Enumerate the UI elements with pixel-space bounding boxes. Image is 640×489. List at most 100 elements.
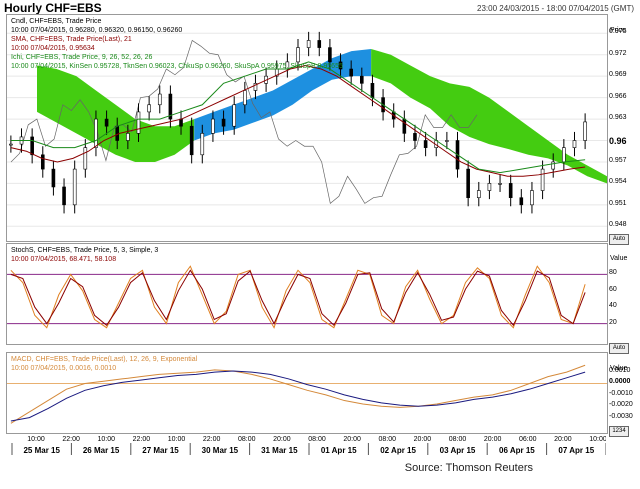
candle-body (94, 118, 98, 148)
price-axis: 0.975 0.972 0.969 0.966 0.963 0.96 0.957 0.954 0… (606, 14, 640, 240)
candle-body (115, 125, 120, 141)
hour-tick-label: 20:00 (484, 436, 502, 443)
price-tick-label: 0.957 (609, 156, 627, 164)
candle-body (189, 125, 194, 156)
candle-body (147, 104, 151, 113)
macd-axis-title: Value (610, 365, 628, 372)
price-tick-label: 0.975 (609, 28, 627, 36)
macd-signal-line (10, 370, 586, 422)
source-note: Source: Thomson Reuters (404, 462, 533, 474)
macd-scale-button[interactable]: 1234 (609, 426, 629, 437)
price-plot (7, 31, 607, 227)
price-tick-label: 0.954 (609, 178, 627, 186)
candle-body (445, 140, 449, 142)
candle-body (221, 118, 226, 127)
candle-body (253, 83, 258, 91)
stoch-legend: StochS, CHF=EBS, Trade Price, 5, 3, Simp… (11, 246, 158, 264)
legend-line: StochS, CHF=EBS, Trade Price, 5, 3, Simp… (11, 247, 159, 254)
day-tick-label: 27 Mar 15 (142, 446, 179, 455)
stoch-d-line (10, 269, 586, 327)
candle-body (360, 75, 364, 84)
kijun-sen-line (10, 61, 586, 174)
price-auto-button[interactable]: Auto (609, 234, 629, 245)
candle-body (51, 168, 56, 188)
hour-tick-label: 20:00 (343, 436, 361, 443)
hour-tick-label: 08:00 (378, 436, 396, 443)
day-tick-label: 01 Apr 15 (321, 446, 357, 455)
hour-tick-label: 06:00 (519, 436, 537, 443)
legend-line: SMA, CHF=EBS, Trade Price(Last), 21 (11, 36, 132, 43)
stoch-tick-label: 40 (609, 302, 617, 310)
macd-plot (7, 364, 607, 424)
candle-body (157, 93, 162, 106)
candle-body (306, 40, 311, 48)
candle-body (317, 40, 322, 48)
candle-body (136, 111, 141, 134)
candle-body (168, 93, 173, 120)
candle-body (211, 118, 215, 134)
candle-body (370, 83, 375, 98)
candle-body (243, 90, 247, 106)
legend-line: 10:00 07/04/2015, 68.471, 58.108 (11, 256, 117, 263)
legend-line: 10:00 07/04/2015, KinSen 0.95728, TknSen… (11, 63, 343, 70)
stoch-panel[interactable]: StochS, CHF=EBS, Trade Price, 5, 3, Simp… (6, 243, 608, 345)
candle-body (402, 118, 407, 134)
candle-body (296, 47, 300, 63)
candle-body (519, 197, 524, 206)
hour-tick-label: 22:00 (133, 436, 151, 443)
candle-body (83, 147, 88, 170)
date-range: 23:00 24/03/2015 - 18:00 07/04/2015 (GMT… (477, 4, 634, 13)
candle-body (126, 133, 130, 141)
macd-tick-label: -0.0030 (609, 412, 633, 420)
candle-body (476, 190, 481, 198)
candle-body (40, 154, 45, 170)
candle-body (487, 183, 492, 191)
hour-tick-label: 20:00 (414, 436, 432, 443)
stoch-k-line (10, 265, 586, 329)
legend-line: 10:00 07/04/2015, 0.95634 (11, 45, 95, 52)
candle-body (349, 68, 353, 77)
hour-tick-label: 08:00 (449, 436, 467, 443)
candle-body (562, 147, 566, 163)
macd-tick-label: -0.0020 (609, 401, 633, 409)
candle-body (200, 133, 205, 156)
legend-line: MACD, CHF=EBS, Trade Price(Last), 12, 26… (11, 356, 198, 363)
stoch-plot (7, 265, 607, 329)
candle-body (413, 133, 417, 141)
candle-body (30, 136, 34, 156)
candle-body (232, 104, 236, 127)
hour-tick-label: 20:00 (273, 436, 291, 443)
macd-tick-label: 0.0000 (609, 378, 631, 386)
candle-body (328, 47, 332, 63)
stoch-auto-button[interactable]: Auto (609, 343, 629, 354)
macd-panel[interactable]: MACD, CHF=EBS, Trade Price(Last), 12, 26… (6, 352, 608, 434)
day-tick-label: 26 Mar 15 (83, 446, 120, 455)
price-legend: Cndl, CHF=EBS, Trade Price 10:00 07/04/2… (11, 17, 343, 71)
day-tick-label: 31 Mar 15 (261, 446, 298, 455)
candle-body (62, 186, 66, 206)
hour-tick-label: 10:00 (27, 436, 45, 443)
candle-body (572, 140, 577, 148)
macd-tick-label: 0.0010 (609, 367, 631, 375)
day-tick-label: 25 Mar 15 (23, 446, 60, 455)
hour-tick-label: 10:00 (589, 436, 606, 443)
stoch-axis-title: Value (610, 255, 628, 262)
legend-line: 10:00 07/04/2015, 0.96280, 0.96320, 0.96… (11, 27, 183, 34)
price-panel[interactable]: Cndl, CHF=EBS, Trade Price 10:00 07/04/2… (6, 14, 608, 242)
hour-tick-label: 10:00 (168, 436, 186, 443)
hour-tick-label: 22:00 (203, 436, 221, 443)
hour-tick-label: 08:00 (238, 436, 256, 443)
candle-body (508, 183, 513, 198)
stoch-tick-label: 80 (609, 269, 617, 277)
price-axis-title: Price (610, 27, 626, 34)
stoch-tick-label: 20 (609, 318, 617, 326)
macd-tick-label: -0.0010 (609, 389, 633, 397)
legend-line: Cndl, CHF=EBS, Trade Price (11, 18, 102, 25)
ichimoku-cloud-bullish (37, 65, 195, 162)
day-tick-label: 03 Apr 15 (440, 446, 476, 455)
price-tick-label: 0.96 (609, 135, 627, 146)
price-tick-label: 0.963 (609, 114, 627, 122)
candle-body (72, 168, 77, 206)
hour-tick-label: 10:00 (97, 436, 115, 443)
